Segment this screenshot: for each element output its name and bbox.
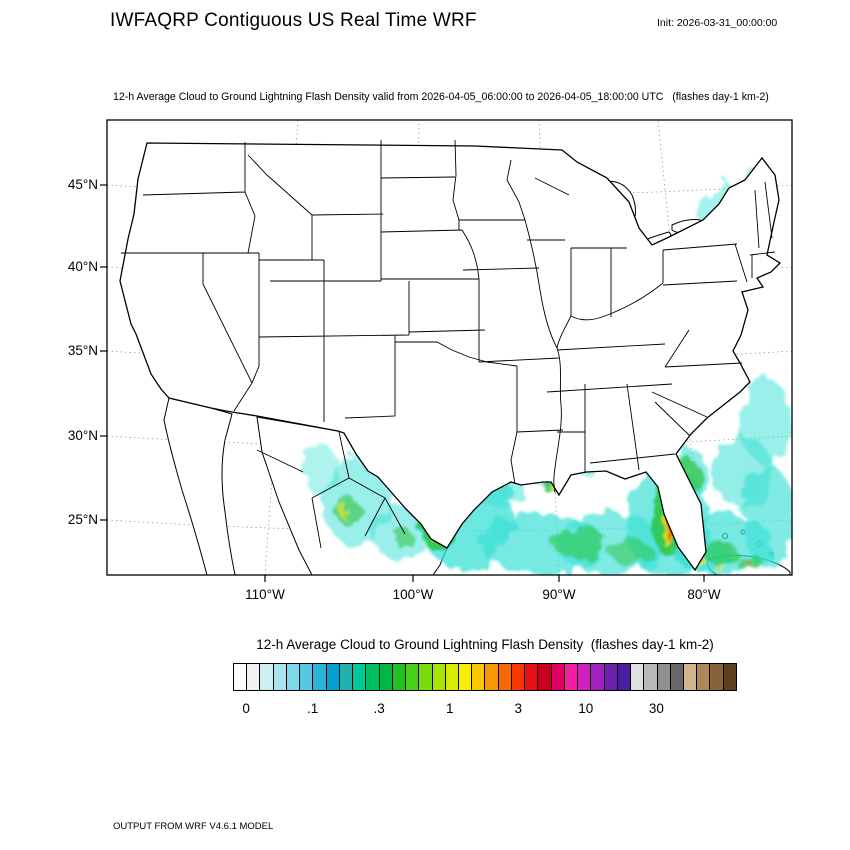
colorbar-swatch bbox=[617, 664, 632, 690]
colorbar-swatch bbox=[326, 664, 340, 690]
lon-tick-90w: 90°W bbox=[542, 587, 576, 602]
colorbar-swatch bbox=[657, 664, 671, 690]
lat-tick-45n: 45°N bbox=[67, 177, 98, 192]
colorbar-swatch bbox=[578, 664, 592, 690]
colorbar-swatch bbox=[564, 664, 579, 690]
lat-tick-35n: 35°N bbox=[67, 343, 98, 358]
colorbar-swatch bbox=[234, 664, 248, 690]
colorbar-swatch bbox=[591, 664, 605, 690]
lon-tick-110w: 110°W bbox=[245, 587, 285, 602]
colorbar-swatch bbox=[458, 664, 473, 690]
colorbar-swatch bbox=[339, 664, 354, 690]
colorbar-swatch bbox=[683, 664, 698, 690]
map-subtitle: 12-h Average Cloud to Ground Lightning F… bbox=[113, 91, 769, 103]
mexico-state-borders bbox=[256, 431, 406, 549]
colorbar-swatch bbox=[710, 664, 724, 690]
colorbar-swatch bbox=[260, 664, 274, 690]
colorbar-swatch bbox=[723, 664, 736, 690]
colorbar-swatch bbox=[392, 664, 407, 690]
init-timestamp: Init: 2026-03-31_00:00:00 bbox=[657, 17, 778, 29]
conus-map-svg bbox=[100, 119, 793, 582]
colorbar-title: 12-h Average Cloud to Ground Lightning F… bbox=[256, 637, 714, 652]
colorbar-tick-label: 10 bbox=[578, 701, 594, 716]
colorbar-swatch bbox=[498, 664, 512, 690]
colorbar-swatch bbox=[511, 664, 526, 690]
colorbar-swatch bbox=[379, 664, 393, 690]
colorbar-swatch bbox=[525, 664, 539, 690]
colorbar-swatch bbox=[366, 664, 380, 690]
colorbar-swatch bbox=[406, 664, 420, 690]
map-plot bbox=[100, 119, 793, 582]
colorbar-tick-label: 0 bbox=[242, 701, 250, 716]
colorbar-swatch bbox=[247, 664, 261, 690]
lon-tick-80w: 80°W bbox=[687, 587, 721, 602]
colorbar-swatch bbox=[353, 664, 367, 690]
colorbar-ticks: 0 .1 .3 1 3 10 30 bbox=[233, 701, 737, 721]
lon-tick-100w: 100°W bbox=[392, 587, 434, 602]
colorbar-swatch bbox=[604, 664, 618, 690]
lat-tick-40n: 40°N bbox=[67, 259, 98, 274]
colorbar-swatch bbox=[432, 664, 446, 690]
colorbar-swatch bbox=[300, 664, 314, 690]
colorbar-swatch bbox=[419, 664, 433, 690]
state-borders bbox=[121, 139, 776, 493]
footer-line1: OUTPUT FROM WRF V4.6.1 MODEL bbox=[113, 821, 274, 832]
lat-tick-25n: 25°N bbox=[67, 512, 98, 527]
colorbar-swatch bbox=[273, 664, 287, 690]
colorbar-swatch bbox=[538, 664, 552, 690]
colorbar-tick-label: 3 bbox=[514, 701, 523, 716]
map-frame bbox=[106, 119, 793, 576]
colorbar-swatch bbox=[445, 664, 459, 690]
lat-tick-30n: 30°N bbox=[67, 428, 98, 443]
colorbar-tick-label: 30 bbox=[648, 701, 664, 716]
colorbar-tick-label: 1 bbox=[445, 701, 454, 716]
colorbar-swatch bbox=[313, 664, 327, 690]
footer-model-info: OUTPUT FROM WRF V4.6.1 MODEL WE = 580 ; … bbox=[113, 796, 487, 850]
colorbar-tick-label: .3 bbox=[373, 701, 385, 716]
colorbar-swatch bbox=[670, 664, 684, 690]
colorbar-swatch bbox=[472, 664, 486, 690]
colorbar-tick-label: .1 bbox=[306, 701, 319, 716]
colorbar-swatch bbox=[644, 664, 658, 690]
colorbar-swatch bbox=[485, 664, 499, 690]
colorbar-swatch bbox=[697, 664, 711, 690]
colorbar-strip bbox=[233, 663, 737, 691]
figure-title: IWFAQRP Contiguous US Real Time WRF bbox=[110, 10, 477, 31]
axis-ticks bbox=[100, 184, 705, 582]
colorbar-swatch bbox=[551, 664, 565, 690]
colorbar-swatch bbox=[286, 664, 301, 690]
colorbar-swatch bbox=[631, 664, 645, 690]
